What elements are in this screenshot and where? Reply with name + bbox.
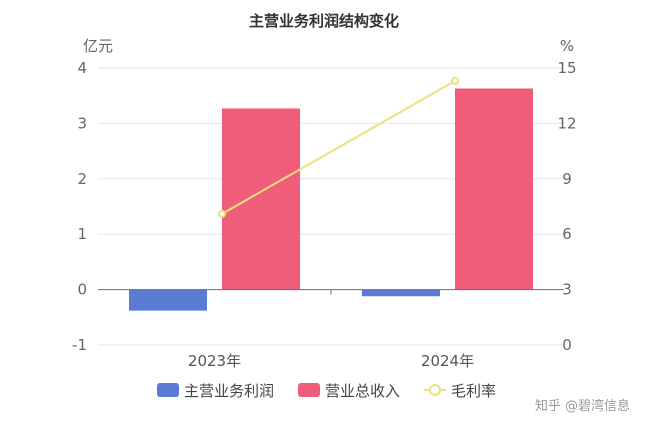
- bars: [129, 88, 533, 311]
- legend-swatch-revenue[interactable]: [298, 383, 320, 397]
- left-tick-label: 1: [77, 225, 87, 243]
- bar-profit[interactable]: [362, 289, 440, 297]
- right-tick-label: 6: [562, 225, 572, 243]
- right-axis-ticks: 15 12 9 6 3 0: [557, 59, 576, 354]
- margin-line-layer: [218, 76, 459, 218]
- watermark: 知乎 @碧湾信息: [535, 398, 630, 414]
- left-tick-label: 3: [77, 114, 87, 132]
- right-axis-unit: %: [560, 37, 574, 55]
- left-axis-unit: 亿元: [83, 37, 113, 55]
- left-tick-label: 4: [77, 59, 87, 77]
- right-tick-label: 9: [562, 170, 572, 188]
- bar-revenue[interactable]: [222, 108, 300, 290]
- margin-point[interactable]: [451, 76, 459, 85]
- right-tick-label: 15: [557, 59, 576, 77]
- right-tick-label: 0: [562, 336, 572, 354]
- legend-label-margin[interactable]: 毛利率: [451, 382, 496, 400]
- left-tick-label: 0: [77, 281, 87, 299]
- x-tick-label: 2024年: [421, 352, 474, 370]
- left-tick-label: 2: [77, 170, 87, 188]
- bar-revenue[interactable]: [455, 88, 533, 290]
- left-tick-label: -1: [72, 336, 87, 354]
- legend: 主营业务利润 营业总收入 毛利率: [157, 382, 496, 400]
- x-axis-labels: 2023年 2024年: [188, 289, 474, 370]
- legend-label-profit[interactable]: 主营业务利润: [184, 382, 274, 400]
- margin-line[interactable]: [221, 80, 456, 215]
- right-tick-label: 12: [557, 114, 576, 132]
- left-axis-ticks: 4 3 2 1 0 -1: [72, 59, 87, 354]
- legend-swatch-profit[interactable]: [157, 383, 179, 397]
- margin-point[interactable]: [218, 209, 226, 218]
- legend-label-revenue[interactable]: 营业总收入: [325, 382, 400, 400]
- bar-profit[interactable]: [129, 289, 207, 311]
- x-tick-label: 2023年: [188, 352, 241, 370]
- chart-title: 主营业务利润结构变化: [249, 12, 399, 30]
- right-tick-label: 3: [562, 281, 572, 299]
- legend-swatch-margin-marker[interactable]: [429, 384, 441, 396]
